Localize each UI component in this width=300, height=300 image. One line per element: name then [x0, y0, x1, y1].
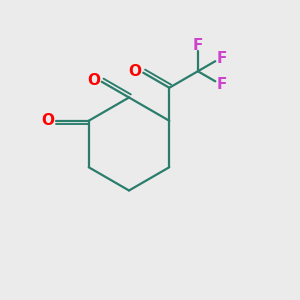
- Text: F: F: [216, 76, 226, 92]
- Text: F: F: [216, 51, 226, 66]
- Text: O: O: [128, 64, 141, 79]
- Text: O: O: [42, 113, 55, 128]
- Text: O: O: [87, 73, 100, 88]
- Text: F: F: [193, 38, 203, 53]
